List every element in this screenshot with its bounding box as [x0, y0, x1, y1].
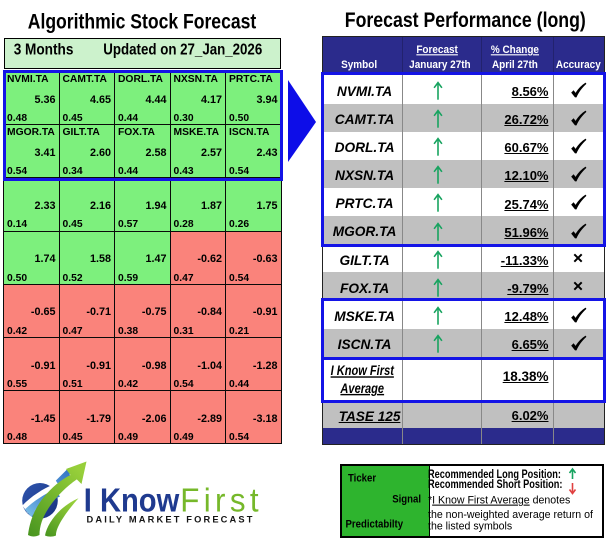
- svg-text:3 Months: 3 Months: [14, 42, 74, 59]
- svg-text:Symbol: Symbol: [341, 59, 377, 72]
- svg-text:DAILY MARKET FORECAST: DAILY MARKET FORECAST: [87, 514, 255, 524]
- svg-text:Ticker: Ticker: [348, 472, 376, 484]
- svg-text:Accuracy: Accuracy: [556, 59, 601, 72]
- svg-text:Recommended Short Position:: Recommended Short Position:: [428, 477, 562, 490]
- svg-text:Predictabilty: Predictabilty: [346, 519, 404, 531]
- svg-text:Average: Average: [340, 379, 385, 396]
- svg-text:the listed symbols: the listed symbols: [428, 520, 512, 532]
- svg-text:Forecast Performance (long): Forecast Performance (long): [345, 8, 586, 32]
- svg-text:Updated on 27_Jan_2026: Updated on 27_Jan_2026: [103, 42, 262, 59]
- svg-text:January 27th: January 27th: [409, 59, 470, 72]
- svg-text:April 27th: April 27th: [492, 59, 538, 72]
- svg-text:*I Know First Average denotes: *I Know First Average denotes: [428, 494, 570, 506]
- svg-text:First: First: [180, 482, 263, 519]
- svg-text:% Change: % Change: [491, 44, 539, 57]
- svg-text:I Know First: I Know First: [331, 362, 395, 379]
- svg-text:Algorithmic Stock Forecast: Algorithmic Stock Forecast: [28, 10, 257, 34]
- svg-text:Signal: Signal: [392, 494, 421, 506]
- svg-text:I Know: I Know: [84, 482, 180, 519]
- svg-text:Recommended Long Position:: Recommended Long Position:: [428, 467, 561, 480]
- svg-text:the non-weighted average retur: the non-weighted average return of: [428, 508, 593, 520]
- svg-text:Forecast: Forecast: [417, 44, 459, 57]
